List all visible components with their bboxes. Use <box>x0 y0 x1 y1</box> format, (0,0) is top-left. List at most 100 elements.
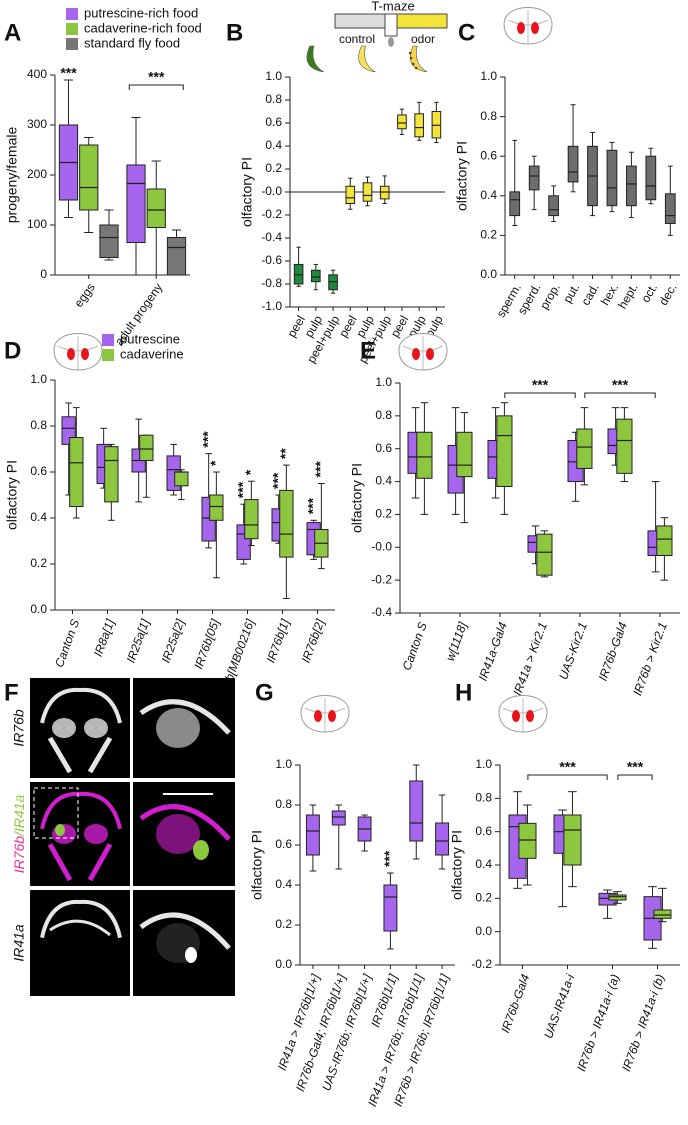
y-tick-label: -0.6 <box>261 253 282 267</box>
neuron-signal <box>139 912 231 950</box>
neuron-signal <box>139 699 231 735</box>
y-tick-label: 0.2 <box>275 917 292 931</box>
box <box>518 822 537 859</box>
y-tick-label: -0.0 <box>261 184 282 198</box>
x-tick-label: IR76b > Kir2.1 <box>630 620 670 697</box>
row-label-part: IR76b <box>11 836 27 874</box>
box <box>331 810 346 826</box>
x-tick-label: IR76b-Gal4 <box>596 620 630 683</box>
y-tick-label: 0.2 <box>30 556 47 570</box>
box <box>608 894 627 901</box>
significance: * <box>207 460 223 466</box>
y-tick-label: 1.0 <box>275 757 292 771</box>
significance: *** <box>199 431 215 448</box>
box <box>645 155 657 201</box>
box <box>548 195 559 217</box>
x-tick-label: UAS-Kir2.1 <box>556 620 590 681</box>
panel-letter: G <box>255 679 274 706</box>
box <box>305 814 320 856</box>
legend-label: putrescine-rich food <box>84 5 198 20</box>
box <box>576 428 593 469</box>
banana-spot <box>411 62 415 66</box>
bracket-label: *** <box>612 377 629 393</box>
bracket <box>527 774 608 780</box>
y-tick-label: 1.0 <box>475 757 492 771</box>
box <box>345 185 356 204</box>
bracket <box>584 392 656 398</box>
box <box>397 114 407 130</box>
y-tick-label: -0.2 <box>471 957 492 971</box>
box <box>383 884 398 932</box>
brain-detail <box>304 698 346 732</box>
y-tick-label: 0 <box>40 267 47 281</box>
y-tick-label: 0.8 <box>30 418 47 432</box>
legend-label: putrescine <box>120 331 180 346</box>
panel-letter: A <box>4 19 21 46</box>
brain-detail <box>507 10 549 44</box>
significance: * <box>242 469 258 475</box>
x-tick-label: eggs <box>71 281 97 310</box>
y-tick-label: 0.2 <box>265 161 282 175</box>
panel-letter: D <box>4 337 21 364</box>
y-tick-label: -0.4 <box>261 230 282 244</box>
y-tick-label: 100 <box>27 217 47 231</box>
y-tick-label: 0.4 <box>265 138 282 152</box>
micrograph <box>30 782 130 886</box>
box <box>244 499 259 540</box>
panel-letter: B <box>226 19 243 46</box>
box <box>563 814 582 866</box>
maze-title: T-maze <box>371 0 414 13</box>
y-axis-label: olfactory PI <box>349 463 365 533</box>
y-axis-label: olfactory PI <box>454 141 470 211</box>
x-tick-label: IR8a[1] <box>91 617 118 659</box>
legend-swatch <box>102 349 114 361</box>
y-tick-label: 0.4 <box>30 510 47 524</box>
x-tick-label: IR41a > Kir2.1 <box>510 620 550 697</box>
neuron-signal <box>40 791 122 830</box>
y-tick-label: 0.2 <box>475 891 492 905</box>
box <box>166 237 187 276</box>
maze-left: control <box>339 32 375 46</box>
y-tick-label: -1.0 <box>261 299 282 313</box>
brain-detail <box>402 336 444 370</box>
neuron-signal <box>156 814 200 854</box>
bracket <box>128 84 184 90</box>
legend-swatch <box>66 23 78 35</box>
box <box>126 164 146 243</box>
box <box>362 182 373 202</box>
box <box>69 437 84 507</box>
x-tick-label: IR76b > IR41a-i (b) <box>619 972 667 1073</box>
y-tick-label: 0.2 <box>375 507 392 521</box>
row-label: IR76b <box>11 709 27 747</box>
x-tick-label: IR76b[1] <box>264 617 293 665</box>
maze-arm <box>334 13 386 29</box>
y-tick-label: 0.6 <box>275 837 292 851</box>
micrograph <box>30 890 130 996</box>
bracket-label: *** <box>559 759 576 775</box>
y-tick-label: 0.4 <box>375 474 392 488</box>
box <box>616 418 633 474</box>
y-tick-label: 0.8 <box>275 797 292 811</box>
banana-spot <box>408 51 412 55</box>
y-tick-label: 400 <box>27 67 47 81</box>
significance: *** <box>269 472 285 489</box>
y-tick-label: 0.6 <box>30 464 47 478</box>
neuron-signal <box>52 718 76 738</box>
antennal-lobe <box>314 710 322 722</box>
box <box>146 188 166 228</box>
panel-letter: H <box>455 679 472 706</box>
brain-detail <box>502 698 544 732</box>
y-axis-label: progeny/female <box>4 127 20 224</box>
box <box>414 113 424 138</box>
maze-arm <box>396 13 448 29</box>
significance: ** <box>277 448 293 459</box>
neuron-signal <box>40 687 122 724</box>
y-tick-label: 0.4 <box>475 857 492 871</box>
brain-detail <box>57 336 99 370</box>
box <box>209 494 224 521</box>
y-tick-label: 0.8 <box>375 408 392 422</box>
panel-letter: F <box>4 679 19 706</box>
neuron-signal <box>193 840 209 860</box>
y-tick-label: 0.2 <box>480 228 497 242</box>
maze-stem <box>384 13 398 37</box>
